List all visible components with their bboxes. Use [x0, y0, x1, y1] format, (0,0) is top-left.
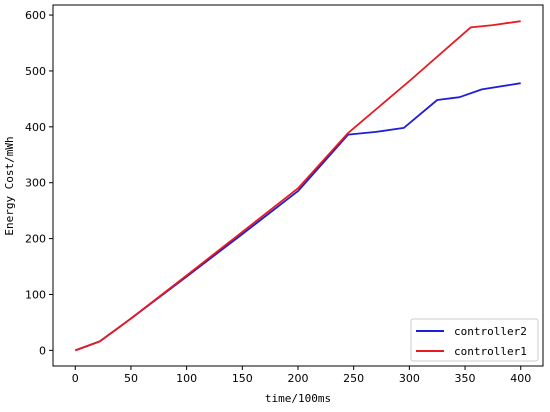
x-tick-label: 350: [455, 372, 476, 385]
y-axis-label: Energy Cost/mWh: [3, 136, 16, 235]
legend-label-controller1: controller1: [454, 345, 527, 358]
series-lines: [74, 20, 521, 352]
series-line-controller1: [74, 20, 521, 352]
legend: controller2 controller1: [410, 318, 539, 362]
x-tick-label: 300: [399, 372, 420, 385]
y-tick-label: 200: [25, 233, 46, 246]
x-tick-label: 0: [72, 372, 79, 385]
y-tick-label: 0: [39, 344, 46, 357]
x-tick-label: 150: [232, 372, 253, 385]
axis-ticks: 0 50 100 150 200 250 300 350 400 0 100 200 300 400 500…: [25, 9, 531, 385]
legend-label-controller2: controller2: [454, 325, 527, 338]
y-tick-label: 100: [25, 288, 46, 301]
x-tick-label: 400: [510, 372, 531, 385]
y-tick-label: 600: [25, 9, 46, 22]
x-tick-label: 250: [343, 372, 364, 385]
y-tick-label: 500: [25, 65, 46, 78]
x-tick-label: 200: [288, 372, 309, 385]
plot-frame: [52, 4, 544, 367]
y-tick-label: 300: [25, 177, 46, 190]
x-tick-label: 100: [176, 372, 197, 385]
x-tick-label: 50: [124, 372, 138, 385]
y-tick-label: 400: [25, 121, 46, 134]
x-axis-label: time/100ms: [265, 392, 331, 405]
